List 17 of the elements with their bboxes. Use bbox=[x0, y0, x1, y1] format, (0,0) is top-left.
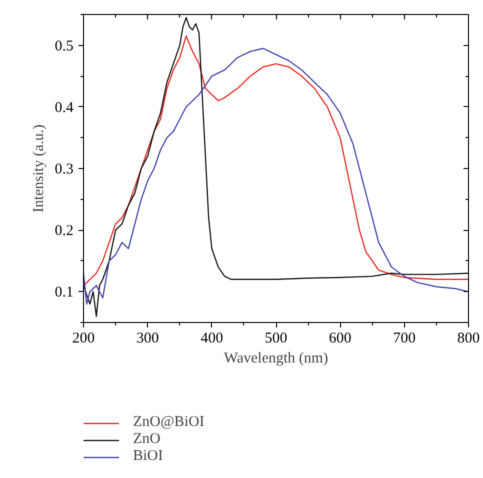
y-axis-title: Intensity (a.u.) bbox=[30, 124, 47, 212]
x-tick-label: 800 bbox=[457, 330, 480, 346]
y-tick-label: 0.2 bbox=[54, 223, 74, 240]
x-axis-title: Wavelength (nm) bbox=[224, 350, 328, 366]
legend-label: ZnO bbox=[133, 431, 160, 448]
legend-label: ZnO@BiOI bbox=[133, 414, 204, 431]
y-tick-label: 0.5 bbox=[54, 38, 74, 54]
x-tick-label: 500 bbox=[264, 330, 288, 346]
x-tick-label: 300 bbox=[136, 330, 159, 346]
x-tick-label: 400 bbox=[200, 330, 224, 346]
y-tick-label: 0.3 bbox=[54, 162, 74, 178]
y-tick-label: 0.1 bbox=[54, 284, 74, 301]
x-tick-label: 200 bbox=[72, 330, 95, 346]
y-tick-label: 0.4 bbox=[54, 100, 74, 116]
legend-label: BiOI bbox=[133, 448, 163, 465]
x-tick-label: 700 bbox=[393, 330, 416, 346]
x-tick-label: 600 bbox=[328, 330, 352, 346]
